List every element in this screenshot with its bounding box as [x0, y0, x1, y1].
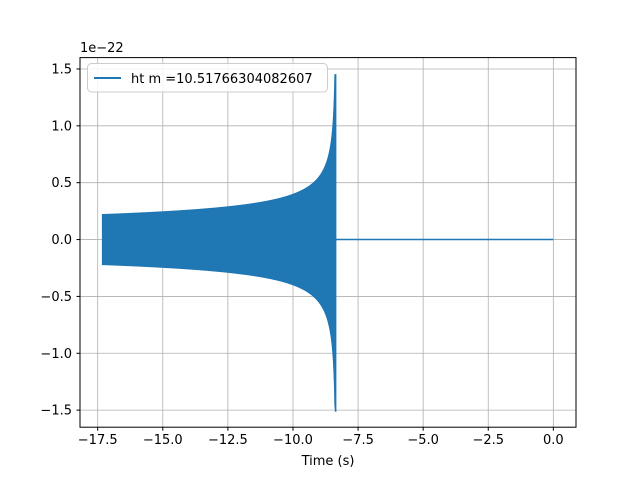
- x-tick-label: −10.0: [273, 433, 313, 448]
- x-tick-label: −2.5: [472, 433, 504, 448]
- x-axis-label: Time (s): [301, 454, 355, 469]
- y-tick-label: −0.5: [40, 290, 72, 305]
- y-tick-label: 0.0: [51, 233, 72, 248]
- tick-marks: [76, 68, 554, 431]
- y-tick-label: 0.5: [51, 176, 72, 191]
- y-tick-label: 1.5: [51, 62, 72, 77]
- x-tick-label: −7.5: [342, 433, 374, 448]
- y-tick-label: −1.0: [40, 347, 72, 362]
- legend: ht m =10.51766304082607: [87, 63, 328, 93]
- y-axis-offset-text: 1e−22: [80, 41, 124, 56]
- chirp-envelope: [101, 74, 337, 412]
- tick-labels: −17.5 −15.0 −12.5 −10.0 −7.5 −5.0 −2.5 0.0 1.5 1.…: [40, 62, 563, 448]
- x-tick-label: 0.0: [543, 433, 564, 448]
- y-tick-label: −1.5: [40, 404, 72, 419]
- y-tick-label: 1.0: [51, 119, 72, 134]
- x-tick-label: −12.5: [208, 433, 248, 448]
- waveform-series: [101, 74, 554, 412]
- axes-spines: [79, 57, 577, 428]
- x-tick-label: −15.0: [143, 433, 183, 448]
- legend-box: [87, 63, 328, 93]
- x-tick-label: −17.5: [78, 433, 118, 448]
- x-tick-label: −5.0: [407, 433, 439, 448]
- legend-label: ht m =10.51766304082607: [131, 72, 313, 87]
